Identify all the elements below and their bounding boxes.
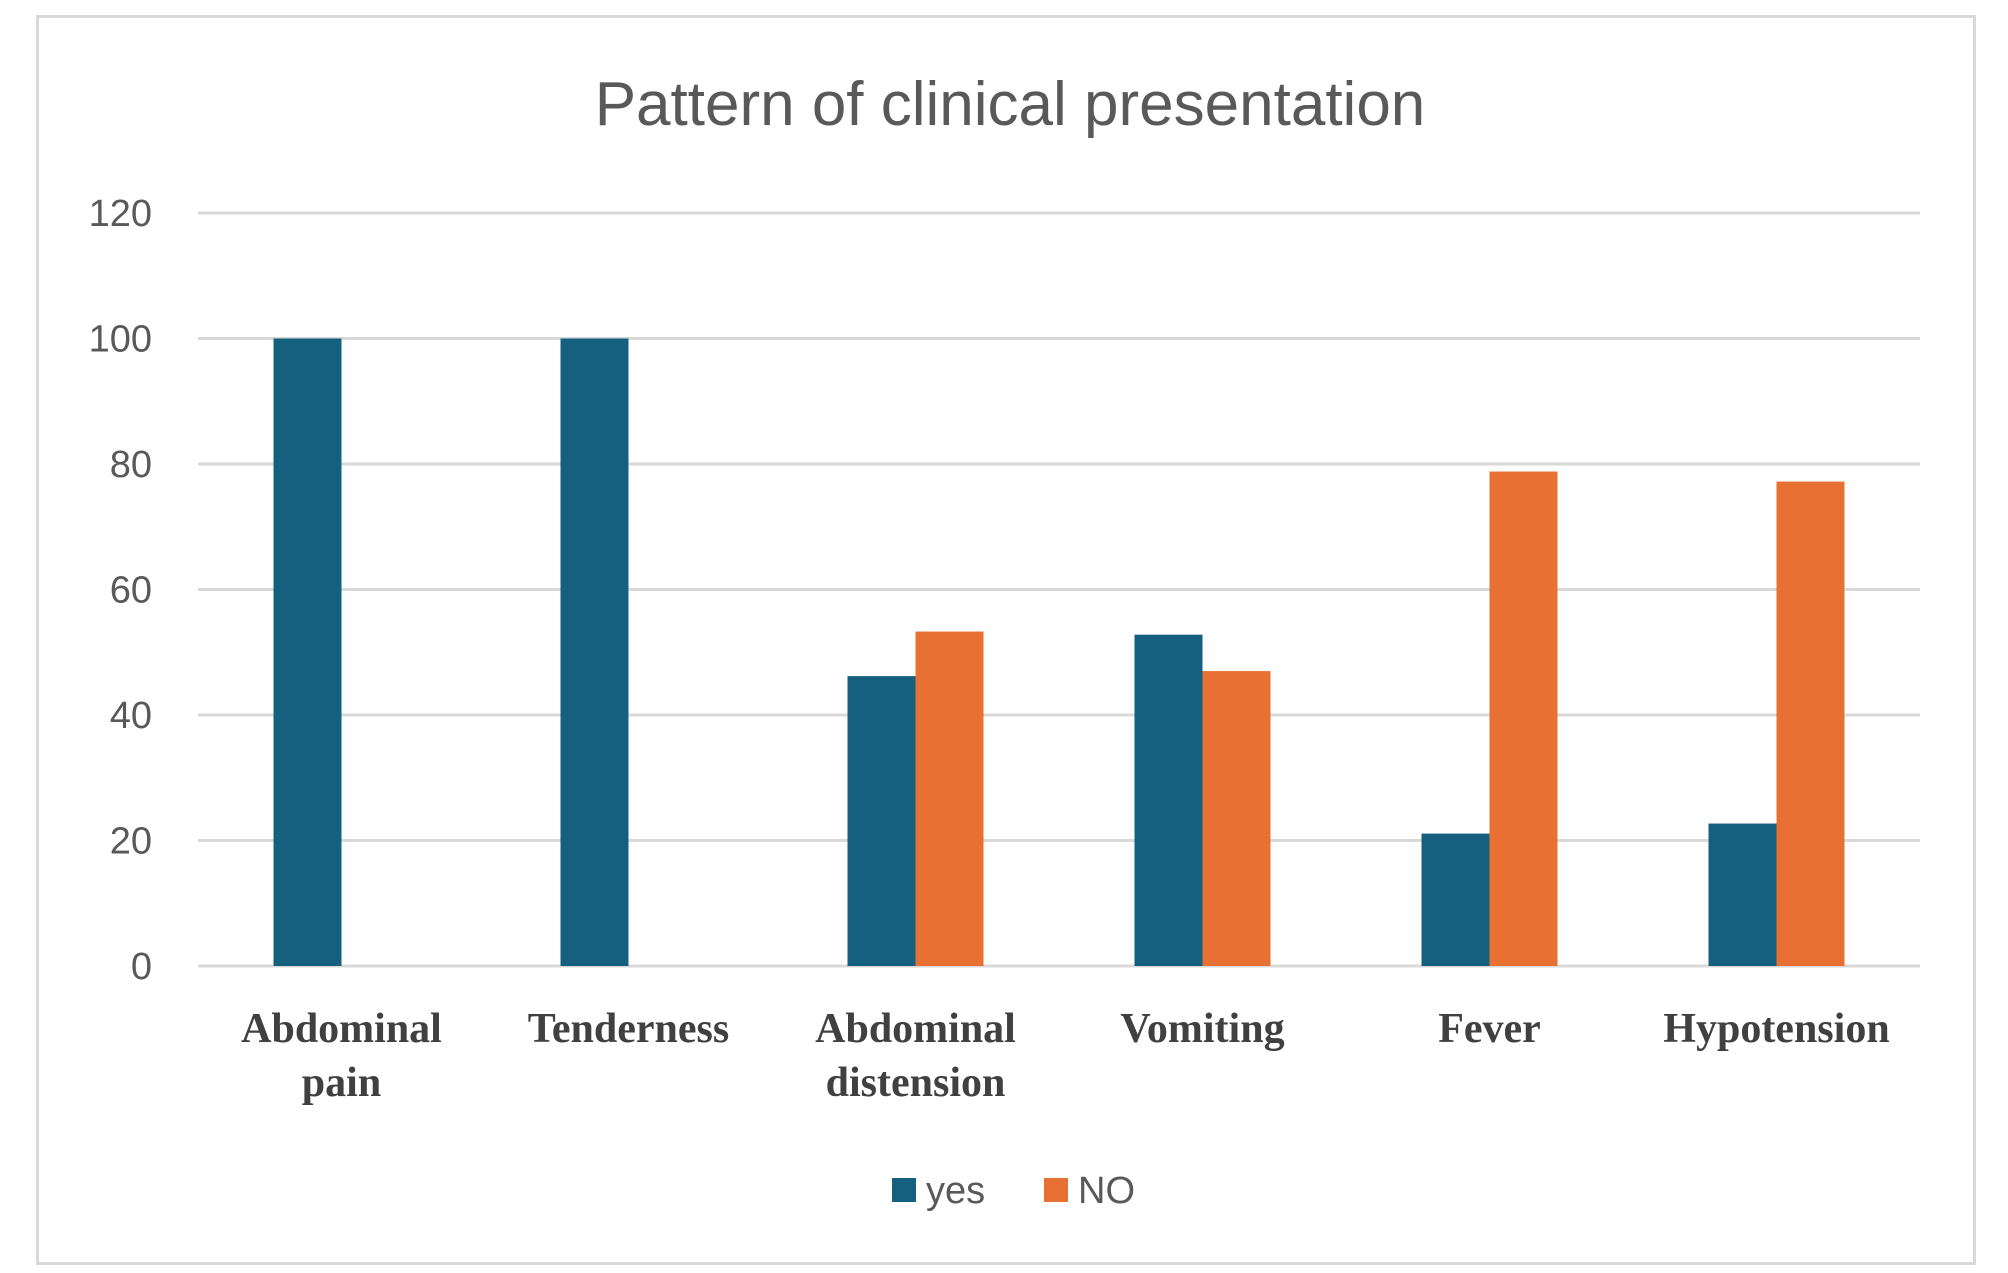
legend-swatch-no bbox=[1044, 1178, 1068, 1202]
bar-yes-0 bbox=[273, 338, 342, 966]
y-tick-label: 60 bbox=[110, 570, 152, 612]
y-tick-label: 120 bbox=[89, 193, 152, 235]
y-tick-label: 0 bbox=[131, 946, 152, 988]
x-axis-ticks: Abdominal pain Tenderness Abdominal distensi… bbox=[241, 1006, 1890, 1106]
legend-label-yes: yes bbox=[926, 1170, 985, 1212]
bar-no-2 bbox=[915, 631, 984, 966]
y-tick-label: 80 bbox=[110, 444, 152, 486]
legend-swatch-yes bbox=[892, 1178, 916, 1202]
chart-frame bbox=[36, 15, 1976, 1265]
x-tick-label: Abdominal bbox=[815, 1006, 1016, 1052]
bar-yes-4 bbox=[1421, 833, 1490, 966]
x-tick-label: Vomiting bbox=[1120, 1006, 1284, 1052]
bar-yes-2 bbox=[847, 676, 916, 966]
y-tick-label: 20 bbox=[110, 821, 152, 863]
bar-no-3 bbox=[1202, 671, 1271, 966]
bar-no-4 bbox=[1489, 471, 1558, 966]
x-tick-label: Hypotension bbox=[1663, 1006, 1889, 1052]
bar-yes-3 bbox=[1134, 634, 1203, 966]
legend-label-no: NO bbox=[1078, 1170, 1135, 1212]
x-tick-label: Fever bbox=[1438, 1006, 1541, 1052]
legend: yes NO bbox=[892, 1170, 1135, 1212]
gridlines bbox=[198, 211, 1920, 968]
chart-title: Pattern of clinical presentation bbox=[595, 70, 1426, 139]
bars bbox=[273, 338, 1845, 966]
y-tick-label: 40 bbox=[110, 695, 152, 737]
x-tick-label: distension bbox=[826, 1060, 1006, 1106]
y-axis-ticks: 0 20 40 60 80 100 120 bbox=[89, 193, 152, 988]
y-tick-label: 100 bbox=[89, 319, 152, 361]
bar-yes-1 bbox=[560, 338, 629, 966]
bar-yes-5 bbox=[1708, 823, 1777, 966]
bar-no-5 bbox=[1776, 481, 1845, 966]
x-tick-label: pain bbox=[302, 1060, 381, 1106]
x-tick-label: Abdominal bbox=[241, 1006, 442, 1052]
x-tick-label: Tenderness bbox=[528, 1006, 730, 1052]
